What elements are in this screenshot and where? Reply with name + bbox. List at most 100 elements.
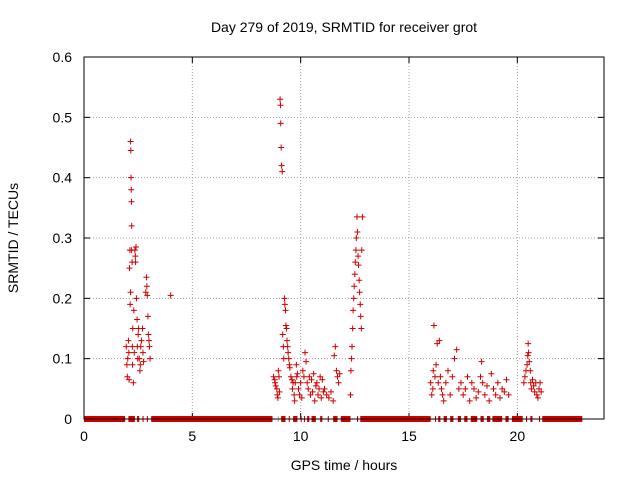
data-point — [524, 352, 531, 359]
data-point — [350, 307, 357, 314]
data-point — [427, 379, 434, 386]
x-tick-label: 10 — [293, 428, 309, 444]
x-tick-label: 0 — [80, 428, 88, 444]
data-point — [458, 379, 464, 386]
data-point — [123, 343, 130, 350]
data-point — [279, 331, 286, 338]
data-point — [305, 385, 312, 392]
data-point — [355, 262, 362, 269]
tick-labels: 0 5 10 15 20 0 0.1 0.2 0.3 0.4 0.5 0.6 — [53, 49, 526, 444]
data-point — [126, 265, 133, 272]
data-point — [283, 325, 290, 332]
y-tick-label: 0.3 — [53, 230, 73, 246]
data-point — [490, 385, 497, 392]
data-point — [140, 358, 147, 365]
data-point — [503, 376, 510, 383]
data-point — [435, 379, 442, 386]
data-point — [529, 376, 536, 383]
data-point — [350, 295, 357, 302]
data-point — [357, 313, 364, 320]
data-point — [331, 352, 338, 359]
data-point — [282, 322, 289, 329]
data-point — [353, 235, 360, 241]
data-point — [127, 138, 134, 145]
data-point — [277, 120, 284, 127]
data-point — [323, 391, 330, 398]
data-point — [321, 385, 328, 392]
data-point — [131, 247, 138, 254]
data-point — [335, 379, 342, 386]
data-point — [303, 358, 310, 365]
data-point — [445, 367, 451, 374]
data-point — [132, 259, 139, 266]
data-point — [357, 301, 364, 308]
data-point — [304, 379, 311, 386]
data-point — [135, 331, 142, 338]
data-point — [477, 373, 484, 380]
data-point — [276, 388, 283, 395]
data-point — [129, 325, 136, 332]
data-point — [270, 373, 277, 380]
data-point — [320, 388, 327, 395]
data-point — [499, 385, 506, 392]
data-point — [492, 391, 499, 398]
x-tick-label: 15 — [401, 428, 417, 444]
data-point — [354, 213, 360, 220]
data-point — [272, 379, 279, 386]
data-point — [307, 391, 314, 398]
data-point — [432, 373, 438, 380]
data-point — [484, 382, 490, 389]
data-point — [336, 370, 343, 377]
data-point — [430, 322, 437, 329]
data-point — [137, 343, 144, 350]
x-axis-label: GPS time / hours — [291, 457, 398, 473]
data-point — [295, 385, 302, 392]
data-point — [520, 379, 527, 386]
data-point — [359, 213, 366, 220]
data-point — [127, 301, 134, 308]
data-point — [319, 376, 326, 383]
data-point — [332, 343, 339, 350]
data-point — [464, 373, 471, 380]
data-point — [128, 198, 135, 205]
data-point — [325, 394, 332, 401]
data-point — [284, 343, 291, 350]
data-point — [300, 373, 307, 380]
data-point — [309, 388, 316, 395]
data-point — [132, 253, 139, 260]
data-point — [312, 382, 319, 389]
data-point — [334, 373, 341, 380]
data-point — [274, 391, 281, 398]
data-point — [430, 367, 437, 374]
data-point — [328, 388, 334, 395]
data-point — [143, 274, 150, 281]
data-point — [466, 397, 473, 404]
y-tick-label: 0.5 — [53, 109, 73, 125]
data-point — [306, 373, 313, 380]
data-point — [278, 162, 285, 169]
data-point — [299, 367, 306, 374]
data-point — [287, 373, 294, 380]
data-point — [475, 388, 482, 395]
data-point — [310, 370, 317, 377]
data-point — [481, 391, 488, 398]
data-point — [282, 307, 289, 314]
data-point — [284, 337, 291, 344]
data-point — [531, 388, 538, 395]
data-point — [347, 391, 354, 398]
data-point — [124, 373, 131, 380]
data-point — [348, 355, 355, 362]
data-point — [128, 186, 135, 193]
data-point — [144, 313, 151, 320]
data-point — [533, 391, 540, 398]
data-point — [291, 397, 298, 404]
data-point — [144, 292, 151, 299]
data-point — [525, 340, 532, 347]
data-point — [278, 144, 285, 151]
data-point — [462, 385, 469, 392]
data-point — [494, 379, 501, 386]
data-point — [281, 295, 288, 302]
data-point — [277, 96, 284, 103]
data-point — [147, 355, 154, 362]
